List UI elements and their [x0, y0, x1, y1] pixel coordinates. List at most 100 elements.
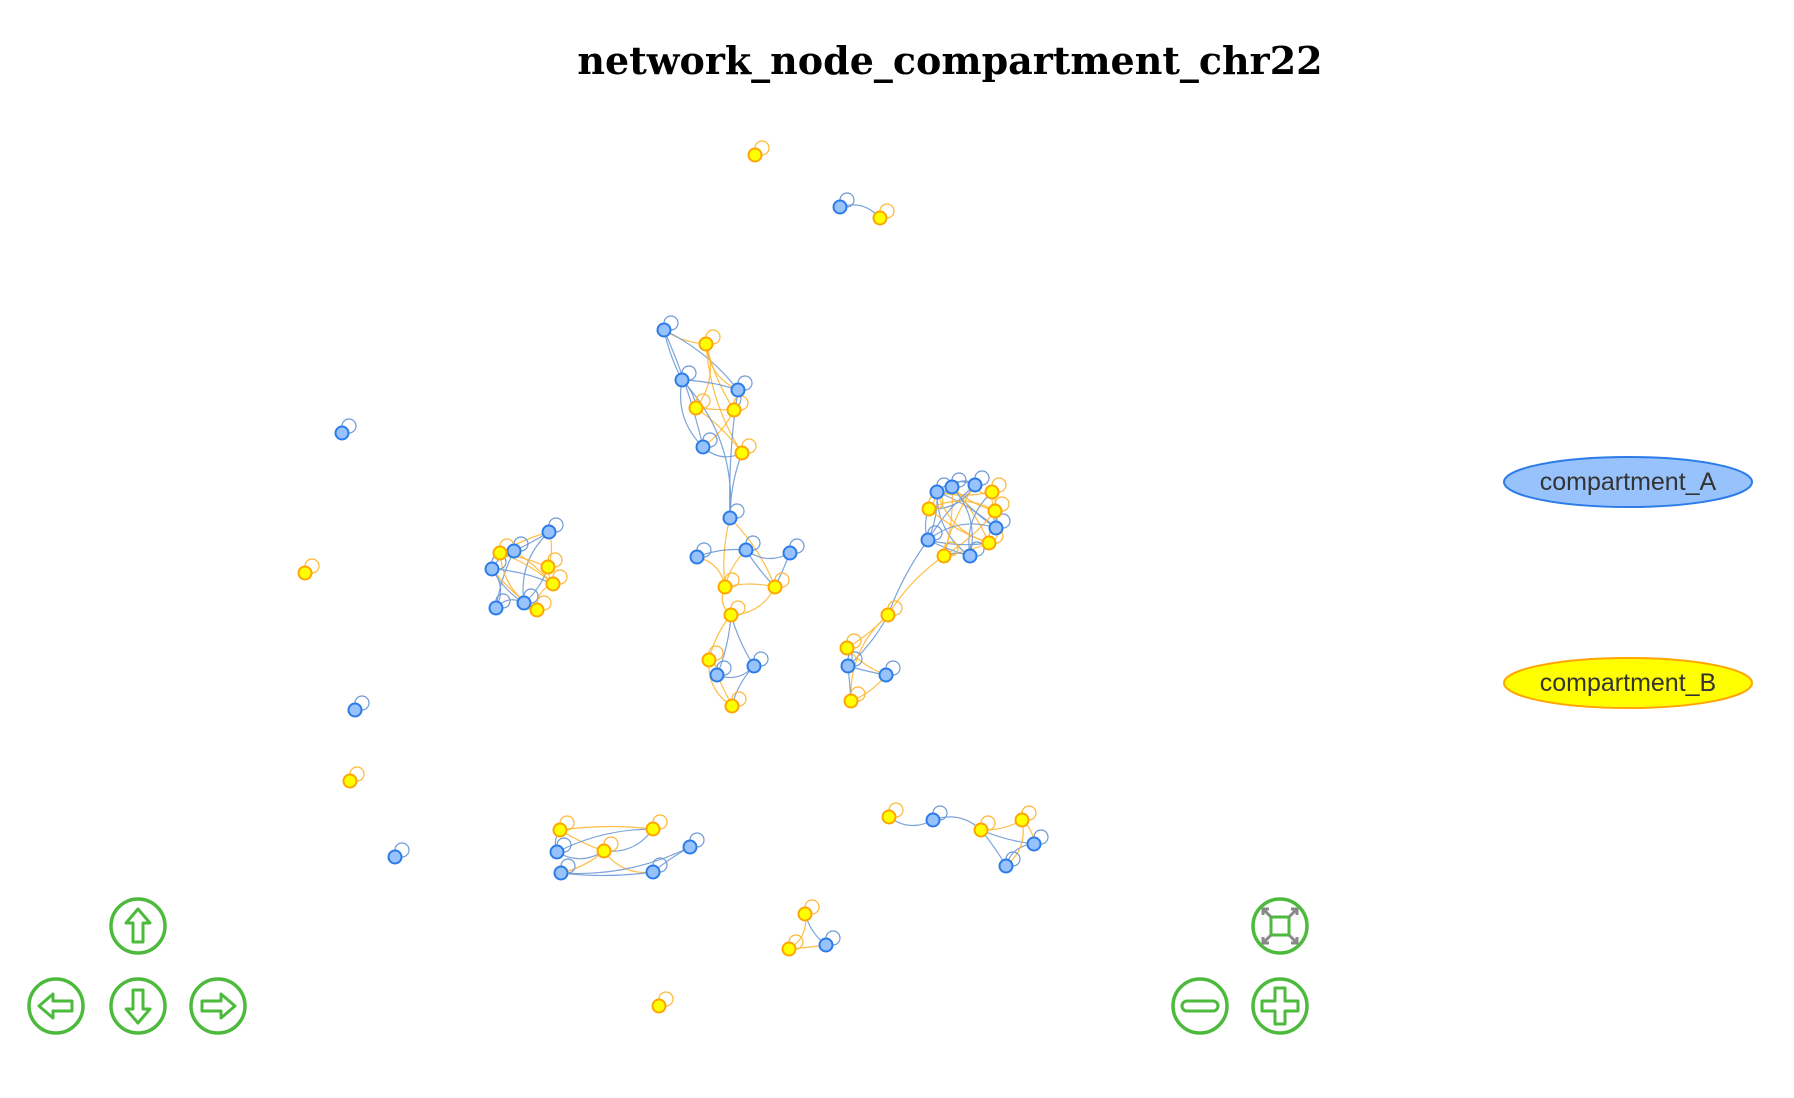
node-compartment-b[interactable] [936, 548, 952, 564]
node-compartment-a[interactable] [878, 667, 894, 683]
nav-right-button[interactable] [188, 976, 248, 1036]
network-edge [730, 614, 755, 667]
node-compartment-b[interactable] [698, 336, 714, 352]
zoom-fit-button[interactable] [1250, 896, 1310, 956]
node-compartment-b[interactable] [529, 602, 545, 618]
node-compartment-a[interactable] [541, 524, 557, 540]
node-compartment-b[interactable] [981, 535, 997, 551]
node-compartment-b[interactable] [726, 402, 742, 418]
node-compartment-a[interactable] [962, 548, 978, 564]
node-compartment-b[interactable] [767, 579, 783, 595]
node-compartment-a[interactable] [695, 439, 711, 455]
network-edge [560, 846, 691, 875]
zoom-out-button[interactable] [1170, 976, 1230, 1036]
node-compartment-a[interactable] [549, 844, 565, 860]
network-edge [887, 555, 945, 616]
node-compartment-b[interactable] [552, 822, 568, 838]
node-compartment-a[interactable] [988, 520, 1004, 536]
node-compartment-a[interactable] [645, 864, 661, 880]
legend-compartment-b: compartment_B [1502, 656, 1754, 710]
node-compartment-b[interactable] [651, 998, 667, 1014]
node-compartment-a[interactable] [925, 812, 941, 828]
network-edge [980, 829, 1035, 845]
node-compartment-b[interactable] [881, 809, 897, 825]
arrow-down-icon [124, 988, 152, 1025]
node-compartment-b[interactable] [492, 545, 508, 561]
node-compartment-a[interactable] [656, 322, 672, 338]
node-compartment-a[interactable] [709, 667, 725, 683]
node-compartment-b[interactable] [973, 822, 989, 838]
node-compartment-a[interactable] [484, 561, 500, 577]
node-compartment-b[interactable] [921, 501, 937, 517]
node-compartment-a[interactable] [347, 702, 363, 718]
node-compartment-a[interactable] [722, 510, 738, 526]
node-compartment-a[interactable] [967, 477, 983, 493]
node-compartment-a[interactable] [998, 858, 1014, 874]
nav-left-button[interactable] [26, 976, 86, 1036]
node-compartment-a[interactable] [689, 549, 705, 565]
arrow-up-icon [124, 907, 152, 944]
network-edge [603, 850, 654, 874]
node-compartment-a[interactable] [832, 199, 848, 215]
node-compartment-b[interactable] [734, 445, 750, 461]
node-compartment-a[interactable] [1026, 836, 1042, 852]
node-compartment-a[interactable] [506, 543, 522, 559]
node-compartment-b[interactable] [1014, 812, 1030, 828]
node-compartment-a[interactable] [929, 484, 945, 500]
node-compartment-b[interactable] [987, 503, 1003, 519]
node-compartment-b[interactable] [747, 147, 763, 163]
node-compartment-b[interactable] [545, 576, 561, 592]
network-edge [723, 517, 731, 588]
nav-up-button[interactable] [108, 896, 168, 956]
node-compartment-a[interactable] [488, 600, 504, 616]
network-edge [559, 825, 654, 831]
node-compartment-b[interactable] [843, 693, 859, 709]
node-compartment-a[interactable] [920, 532, 936, 548]
node-compartment-a[interactable] [730, 382, 746, 398]
legend-ellipse-a [1503, 456, 1753, 508]
node-compartment-b[interactable] [723, 607, 739, 623]
network-edge [603, 828, 654, 852]
zoom-in-button[interactable] [1250, 976, 1310, 1036]
network-edge [705, 343, 743, 454]
network-edge [556, 828, 654, 853]
node-compartment-b[interactable] [797, 906, 813, 922]
node-compartment-b[interactable] [701, 652, 717, 668]
minus-icon [1180, 999, 1220, 1013]
network-edge [729, 452, 743, 519]
node-compartment-b[interactable] [342, 773, 358, 789]
node-compartment-b[interactable] [540, 559, 556, 575]
node-compartment-a[interactable] [682, 839, 698, 855]
node-compartment-a[interactable] [387, 849, 403, 865]
node-compartment-a[interactable] [334, 425, 350, 441]
node-compartment-a[interactable] [553, 865, 569, 881]
plus-icon [1260, 986, 1300, 1026]
network-edges [304, 140, 1049, 1007]
legend-ellipse-b [1503, 657, 1753, 709]
node-compartment-a[interactable] [746, 658, 762, 674]
network-edge [887, 539, 929, 616]
node-compartment-a[interactable] [944, 479, 960, 495]
nav-down-button[interactable] [108, 976, 168, 1036]
node-compartment-a[interactable] [674, 372, 690, 388]
node-compartment-b[interactable] [645, 821, 661, 837]
node-compartment-b[interactable] [984, 484, 1000, 500]
node-compartment-b[interactable] [596, 843, 612, 859]
node-compartment-b[interactable] [724, 698, 740, 714]
node-compartment-b[interactable] [717, 579, 733, 595]
node-compartment-b[interactable] [839, 640, 855, 656]
network-edge [729, 517, 776, 588]
node-compartment-a[interactable] [840, 658, 856, 674]
node-compartment-b[interactable] [688, 400, 704, 416]
node-compartment-b[interactable] [880, 607, 896, 623]
node-compartment-b[interactable] [872, 210, 888, 226]
network-edge [663, 329, 704, 448]
node-compartment-a[interactable] [782, 545, 798, 561]
node-compartment-a[interactable] [738, 542, 754, 558]
node-compartment-a[interactable] [818, 937, 834, 953]
node-compartment-a[interactable] [516, 595, 532, 611]
node-compartment-b[interactable] [297, 565, 313, 581]
node-compartment-b[interactable] [781, 941, 797, 957]
network-nodes [297, 147, 1042, 1014]
